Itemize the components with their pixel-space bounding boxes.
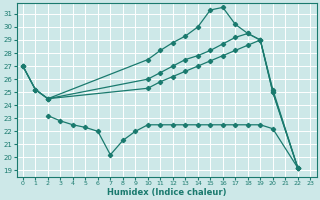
X-axis label: Humidex (Indice chaleur): Humidex (Indice chaleur) <box>107 188 226 197</box>
